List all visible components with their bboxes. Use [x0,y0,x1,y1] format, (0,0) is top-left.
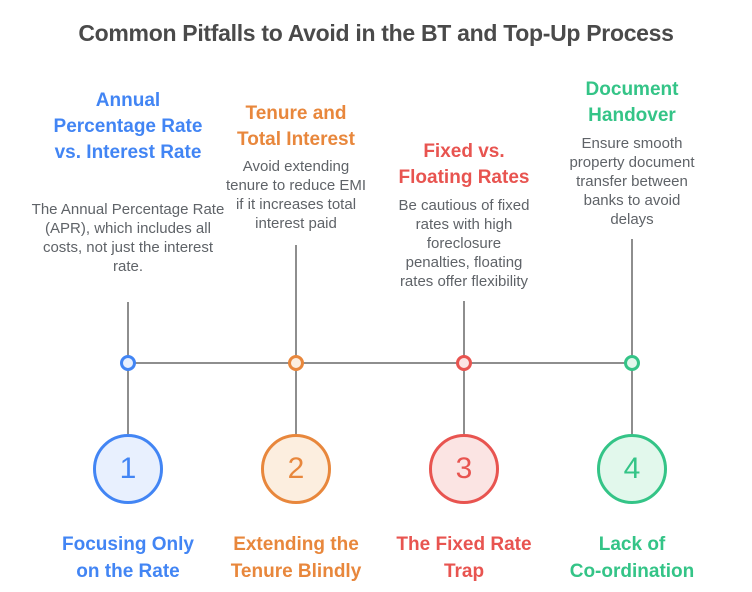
page-title: Common Pitfalls to Avoid in the BT and T… [78,20,674,46]
step-number-circle: 1 [93,434,163,504]
column-heading: Document Handover [585,79,679,126]
step-label: The Fixed Rate Trap [396,534,532,582]
timeline-node-dot [120,355,136,371]
column-description: The Annual Percentage Rate (APR), which … [31,201,225,275]
step-number-circle: 2 [261,434,331,504]
column-fixed-vs-floating-rates: Fixed vs. Floating Rates Be cautious of … [356,0,572,592]
column-description: Be cautious of fixed rates with high for… [398,197,530,290]
connector-line-lower [127,363,129,434]
step-label: Lack of Co-ordination [569,534,695,582]
column-document-handover: Document Handover Ensure smooth property… [524,0,740,592]
connector-line-upper [127,302,129,362]
column-description: Ensure smooth property document transfer… [569,135,695,228]
step-label: Focusing Only on the Rate [62,534,194,582]
step-number-circle: 3 [429,434,499,504]
column-description: Avoid extending tenure to reduce EMI if … [225,158,367,232]
step-number-circle: 4 [597,434,667,504]
timeline-line [128,362,632,364]
connector-line-upper [631,239,633,362]
column-heading: Fixed vs. Floating Rates [398,141,530,188]
column-heading: Annual Percentage Rate vs. Interest Rate [53,90,203,163]
column-tenure-and-total-interest: Tenure and Total Interest Avoid extendin… [188,0,404,592]
timeline-node-dot [288,355,304,371]
timeline-node-dot [456,355,472,371]
step-label: Extending the Tenure Blindly [230,534,362,582]
connector-line-lower [463,363,465,434]
timeline-node-dot [624,355,640,371]
column-apr-vs-interest-rate: Annual Percentage Rate vs. Interest Rate… [20,0,236,592]
connector-line-upper [295,245,297,362]
connector-line-upper [463,301,465,362]
connector-line-lower [295,363,297,434]
connector-line-lower [631,363,633,434]
column-heading: Tenure and Total Interest [237,103,355,150]
